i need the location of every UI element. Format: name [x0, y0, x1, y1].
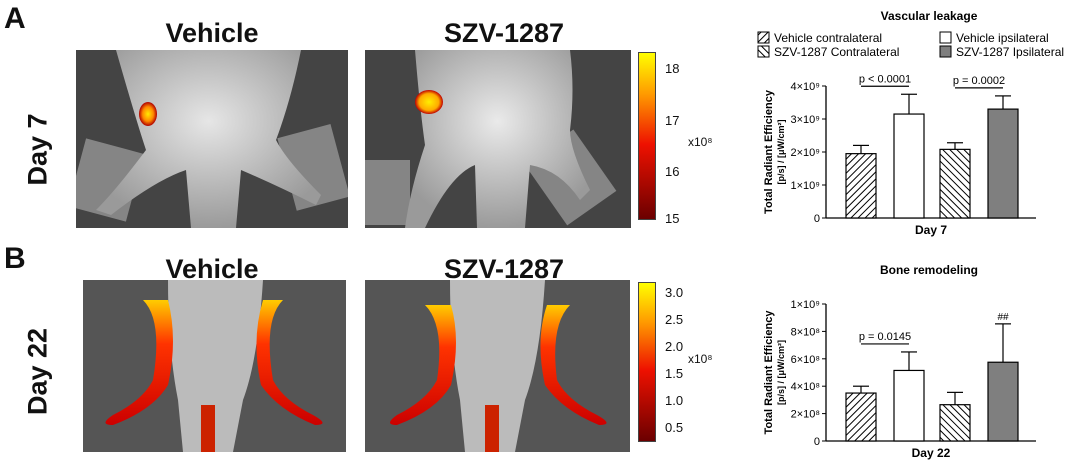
bar: [893, 113, 925, 219]
y-tick-label: 0: [814, 436, 820, 448]
y-axis-label: Total Radiant Efficiency: [763, 89, 775, 214]
bar: [845, 153, 877, 219]
legend-swatch-vehicle-ipsi: [939, 31, 952, 44]
colorbar-day22-tick: 1.5: [665, 366, 684, 381]
colorbar-day22-tick: 3.0: [665, 285, 684, 300]
y-tick-label: 1×10⁹: [791, 299, 821, 311]
colorbar-day7-tick: 16: [665, 164, 680, 179]
panel-letter-b: B: [4, 242, 26, 275]
bar: [939, 148, 971, 219]
y-axis-units: [p/s] / [μW/cm²]: [776, 119, 786, 184]
colorbar-day22-tick: 2.5: [665, 312, 684, 327]
legend-swatch-szv-contra: [757, 45, 770, 58]
col-title-vehicle-day7: Vehicle: [165, 18, 259, 48]
colorbar-day7-tick: 18: [665, 61, 680, 76]
legend-label: Vehicle ipsilateral: [956, 31, 1049, 45]
y-tick-label: 2×10⁹: [791, 147, 821, 159]
y-tick-label: 4×10⁸: [791, 381, 820, 393]
image-szv-day7: [365, 50, 631, 228]
image-szv-day22: [365, 280, 630, 452]
y-tick-label: 4×10⁹: [791, 81, 821, 93]
col-title-szv-day7: SZV-1287: [443, 18, 565, 48]
bar: [893, 369, 925, 442]
colorbar-day7: [638, 52, 656, 220]
bar: [845, 392, 877, 442]
chart-vascular-leakage: Vascular leakage 0 1×10⁹ 2×10⁹ 3×10⁹ 4×10⁹ Tot…: [763, 9, 1036, 237]
y-tick-label: 3×10⁹: [791, 114, 821, 126]
colorbar-day7-exponent: x10⁸: [688, 135, 713, 149]
colorbar-day22-tick: 1.0: [665, 393, 684, 408]
p-value-label: p = 0.0002: [953, 75, 1005, 87]
legend: Vehicle contralateral Vehicle ipsilatera…: [757, 31, 1064, 59]
y-axis-units: [p/s] / [μW/cm²]: [776, 340, 786, 405]
colorbar-day7-tick: 15: [665, 211, 680, 226]
significance-marker: ##: [997, 312, 1009, 323]
colorbar-day22-tick: 2.0: [665, 339, 684, 354]
legend-label: SZV-1287 Contralateral: [774, 45, 899, 59]
col-title-szv-day22: SZV-1287: [443, 254, 565, 284]
bar: [939, 404, 971, 442]
p-value-label: p = 0.0145: [859, 331, 911, 343]
legend-label: Vehicle contralateral: [774, 31, 882, 45]
colorbar-day22-exponent: x10⁸: [688, 352, 713, 366]
x-axis-label: Day 7: [915, 223, 947, 237]
y-tick-label: 1×10⁹: [791, 180, 821, 192]
y-tick-label: 8×10⁸: [791, 326, 820, 338]
p-value-label: p < 0.0001: [859, 73, 911, 85]
row-label-day22: Day 22: [22, 327, 53, 416]
legend-swatch-vehicle-contra: [757, 31, 770, 44]
panel-letter-a: A: [4, 2, 26, 35]
image-vehicle-day7: [76, 50, 348, 228]
bar: [987, 108, 1019, 219]
colorbar-day22-tick: 0.5: [665, 420, 684, 435]
legend-swatch-szv-ipsi: [939, 45, 952, 58]
chart-bone-remodeling: Bone remodeling 0 2×10⁸ 4×10⁸ 6×10⁸ 8×10⁸ 1×10…: [763, 263, 1036, 460]
y-tick-label: 6×10⁸: [791, 354, 820, 366]
colorbar-day7-tick: 17: [665, 113, 680, 128]
legend-label: SZV-1287 Ipsilateral: [956, 45, 1064, 59]
y-tick-label: 2×10⁸: [791, 409, 820, 421]
chart-title: Vascular leakage: [881, 9, 978, 23]
row-label-day7: Day 7: [22, 113, 53, 186]
x-axis-label: Day 22: [912, 446, 951, 460]
y-axis-label: Total Radiant Efficiency: [763, 310, 775, 435]
y-tick-label: 0: [814, 213, 820, 225]
bar: [987, 361, 1019, 442]
col-title-vehicle-day22: Vehicle: [165, 254, 259, 284]
chart-title: Bone remodeling: [880, 263, 978, 277]
colorbar-day22: [638, 282, 656, 442]
image-vehicle-day22: [83, 280, 346, 452]
